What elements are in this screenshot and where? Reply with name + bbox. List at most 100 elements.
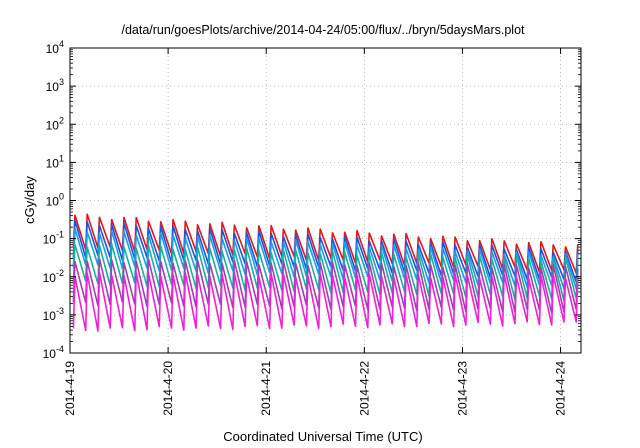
data-point: [344, 276, 346, 279]
data-point: [429, 264, 432, 266]
data-point: [454, 256, 456, 259]
data-point: [453, 326, 455, 328]
data-point: [207, 325, 209, 327]
data-point: [319, 252, 321, 254]
data-point: [502, 325, 504, 327]
data-point: [86, 260, 88, 262]
data-point: [147, 220, 150, 222]
data-point: [258, 275, 260, 278]
data-point: [86, 246, 88, 248]
data-point: [281, 327, 283, 330]
data-point: [454, 236, 456, 238]
data-point: [256, 325, 258, 327]
data-point: [454, 273, 456, 275]
data-point: [134, 330, 136, 332]
data-point: [98, 271, 101, 273]
data-point: [282, 260, 284, 262]
data-point: [86, 231, 88, 233]
data-point: [160, 245, 162, 247]
data-point: [368, 273, 370, 275]
data-point: [503, 253, 505, 255]
data-point: [160, 232, 162, 234]
x-tick-label: 2014-4-22: [357, 361, 371, 416]
data-point: [540, 260, 542, 262]
data-point: [528, 267, 530, 269]
data-point: [491, 266, 493, 269]
x-tick-label: 2014-4-23: [455, 361, 469, 416]
data-point: [454, 264, 456, 266]
data-point: [393, 276, 395, 279]
series-line: [72, 243, 579, 302]
y-tick-label: 10-3: [43, 306, 64, 323]
y-tick-label: 101: [46, 153, 64, 170]
data-point: [293, 324, 295, 326]
data-point: [380, 262, 383, 264]
data-point: [380, 235, 383, 237]
data-point: [331, 261, 334, 263]
data-point: [403, 326, 406, 328]
data-point: [564, 246, 567, 248]
data-point: [331, 242, 334, 244]
data-point: [196, 259, 199, 261]
data-point: [380, 275, 383, 277]
data-point: [74, 227, 76, 229]
data-point: [405, 273, 407, 276]
data-point: [528, 241, 530, 244]
data-point: [416, 326, 418, 328]
data-point: [503, 264, 505, 266]
data-point: [344, 264, 346, 266]
data-point: [466, 246, 468, 248]
data-point: [233, 272, 235, 274]
data-point: [503, 240, 505, 242]
data-point: [220, 327, 222, 330]
data-point: [552, 264, 554, 266]
data-point: [221, 221, 223, 223]
data-point: [380, 240, 383, 242]
y-tick-label: 10-4: [43, 344, 64, 361]
data-point: [552, 274, 554, 276]
data-point: [172, 234, 174, 236]
data-point: [491, 244, 493, 246]
data-point: [221, 273, 223, 275]
y-tick-label: 10-2: [43, 268, 64, 285]
data-point: [368, 262, 370, 264]
data-point: [184, 248, 186, 250]
data-point: [564, 253, 567, 255]
x-tick-label: 2014-4-21: [259, 361, 273, 416]
data-point: [258, 230, 260, 232]
data-point: [344, 236, 346, 238]
data-point: [503, 273, 505, 276]
data-point: [307, 252, 309, 254]
data-point: [526, 321, 528, 323]
data-point: [552, 251, 554, 253]
data-point: [196, 230, 199, 232]
data-point: [86, 213, 88, 215]
data-point: [417, 236, 419, 238]
data-point: [172, 274, 174, 276]
data-point: [344, 251, 346, 253]
data-point: [318, 327, 320, 330]
data-point: [295, 229, 297, 231]
data-point: [368, 240, 370, 242]
data-point: [465, 324, 467, 326]
data-point: [503, 248, 505, 250]
data-point: [258, 263, 260, 265]
data-point: [135, 234, 137, 236]
data-point: [564, 256, 567, 259]
data-point: [551, 324, 553, 326]
data-point: [491, 275, 493, 277]
data-point: [356, 236, 358, 238]
data-point: [319, 236, 321, 238]
data-point: [479, 255, 481, 257]
series-line: [72, 258, 579, 314]
data-point: [331, 250, 334, 252]
data-point: [442, 235, 444, 237]
data-point: [380, 244, 383, 246]
data-point: [233, 232, 235, 234]
data-point: [209, 262, 211, 264]
data-point: [135, 272, 137, 274]
x-tick-label: 2014-4-20: [161, 361, 175, 416]
y-axis-ticks: 10-4 10-3 10-2 10-1 100 101 102 103 104: [43, 39, 581, 361]
data-point: [86, 272, 88, 274]
data-point: [146, 329, 148, 331]
